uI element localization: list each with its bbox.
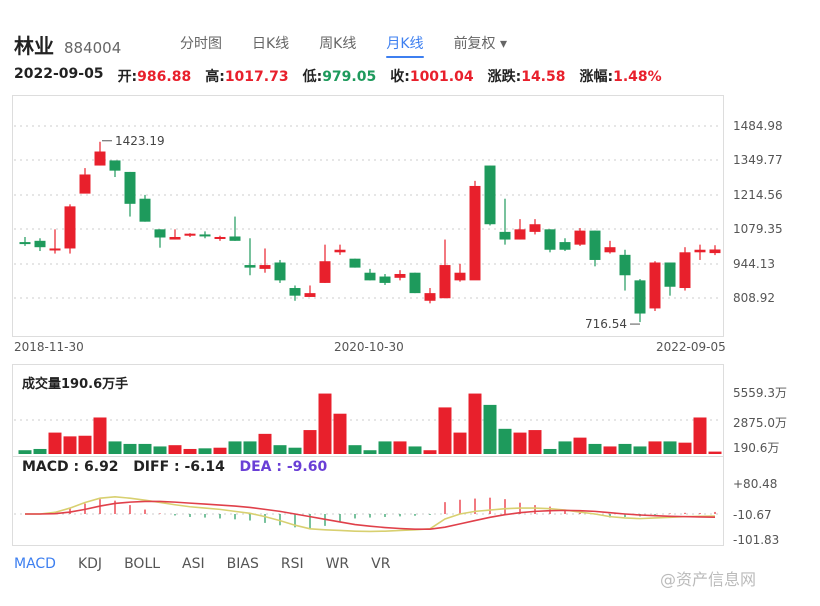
tab-weekly-k[interactable]: 周K线 [319,36,357,52]
ohlc-info-bar: 2022-09-05 开:986.88 高:1017.73 低:979.05 收… [14,66,662,86]
watermark: @资产信息网 [660,570,757,589]
macd-tick: +80.48 [733,477,778,491]
price-tick: 944.13 [733,257,775,271]
svg-text:1423.19: 1423.19 [115,134,165,148]
indicator-bias[interactable]: BIAS [226,556,259,572]
indicator-macd[interactable]: MACD [14,556,56,572]
info-date: 2022-09-05 [14,66,104,82]
info-close: 收:1001.04 [390,69,474,85]
date-tick: 2018-11-30 [14,340,84,354]
price-tick: 1349.77 [733,153,783,167]
stock-code: 884004 [64,39,122,57]
volume-panel[interactable] [12,364,724,456]
date-tick: 2022-09-05 [656,340,726,354]
macd-tick: -10.67 [733,508,772,522]
volume-tick: 2875.0万 [733,416,787,430]
kline-panel[interactable] [12,95,724,337]
indicator-rsi[interactable]: RSI [280,556,304,572]
price-tick: 808.92 [733,291,775,305]
price-tick: 1214.56 [733,188,783,202]
macd-tick: -101.83 [733,533,780,547]
info-change: 涨跌:14.58 [487,69,566,85]
indicator-tabs: MACD KDJ BOLL ASI BIAS RSI WR VR [14,556,412,572]
info-pct: 涨幅:1.48% [579,69,662,85]
info-high: 高:1017.73 [205,69,289,85]
period-tabs: 分时图 日K线 周K线 月K线 前复权 ▾ [180,33,537,58]
tab-monthly-k[interactable]: 月K线 [386,33,424,58]
macd-label: MACD : 6.92 DIFF : -6.14 DEA : -9.60 [22,459,328,475]
svg-text:716.54: 716.54 [585,317,627,331]
adjust-dropdown[interactable]: 前复权 ▾ [453,36,508,52]
indicator-boll[interactable]: BOLL [124,556,161,572]
info-low: 低:979.05 [302,69,377,85]
tab-daily-k[interactable]: 日K线 [252,36,290,52]
indicator-kdj[interactable]: KDJ [77,556,103,572]
stock-header: 林业 884004 [14,30,121,59]
info-open: 开:986.88 [117,69,192,85]
volume-tick: 190.6万 [733,441,780,455]
date-tick: 2020-10-30 [334,340,404,354]
price-tick: 1484.98 [733,119,783,133]
indicator-vr[interactable]: VR [371,556,391,572]
macd-panel[interactable] [12,456,724,546]
stock-name: 林业 [14,34,54,58]
indicator-asi[interactable]: ASI [182,556,205,572]
indicator-wr[interactable]: WR [325,556,350,572]
volume-tick: 5559.3万 [733,386,787,400]
volume-label: 成交量190.6万手 [22,377,129,392]
price-tick: 1079.35 [733,222,783,236]
tab-intraday[interactable]: 分时图 [180,36,222,52]
